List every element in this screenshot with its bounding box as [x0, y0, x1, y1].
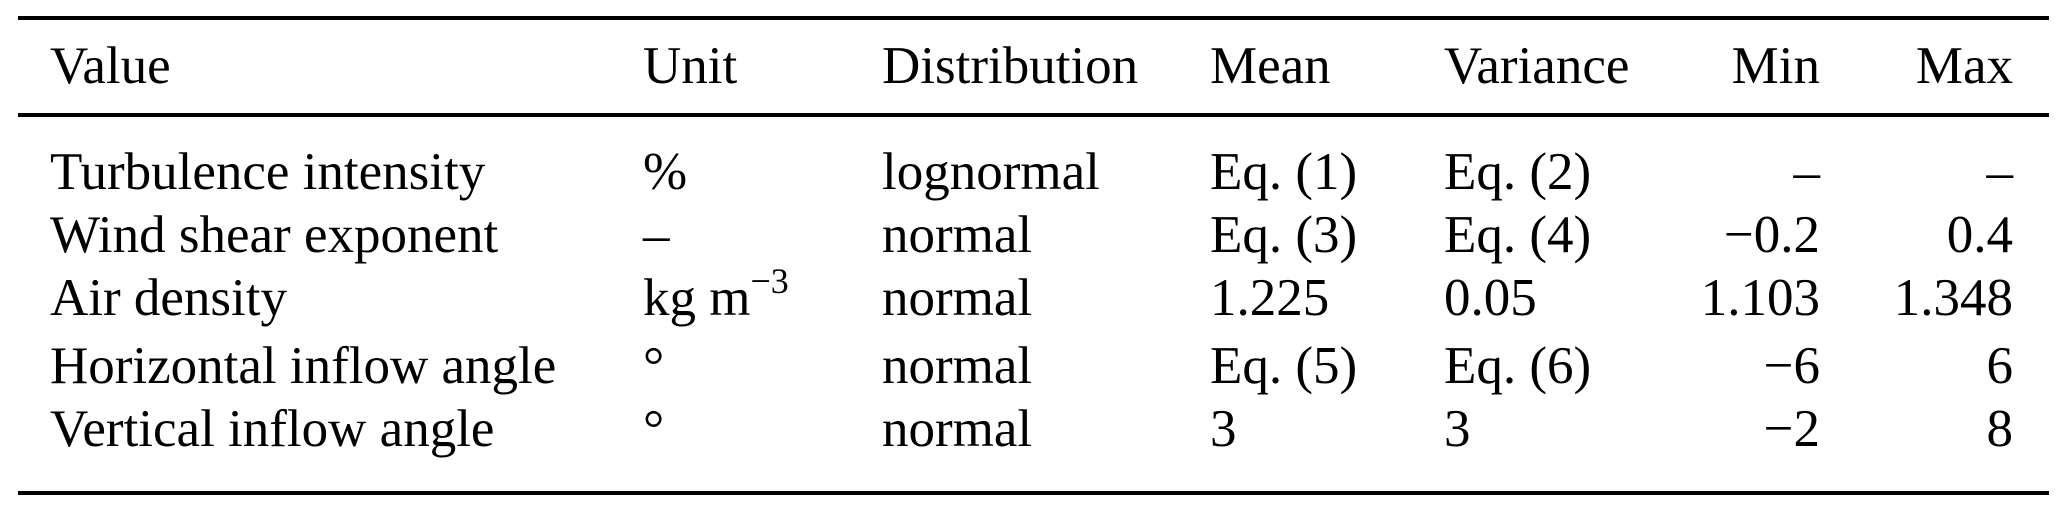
- column-header-variance: Variance: [1444, 18, 1660, 117]
- column-header-mean: Mean: [1210, 18, 1444, 117]
- cell-unit: –: [643, 206, 670, 264]
- cell-min: −2: [1763, 400, 1820, 458]
- cell-variance: Eq. (4): [1444, 206, 1592, 264]
- cell-distribution: normal: [882, 337, 1033, 395]
- unit-superscript: −3: [750, 261, 789, 301]
- cell-mean: Eq. (3): [1210, 206, 1358, 264]
- cell-unit: kg m−3: [643, 261, 882, 335]
- cell-distribution: normal: [882, 269, 1033, 327]
- cell-value: Vertical inflow angle: [50, 400, 495, 458]
- cell-value: Turbulence intensity: [50, 143, 486, 201]
- cell-variance: Eq. (2): [1444, 143, 1592, 201]
- cell-unit: %: [643, 143, 688, 201]
- table-header-row: Value Unit Distribution Mean Variance Mi…: [18, 18, 2049, 117]
- table-row: Vertical inflow angle ° normal 3 3 −2 8: [18, 398, 2049, 493]
- cell-value: Horizontal inflow angle: [50, 337, 557, 395]
- cell-min: 1.103: [1700, 269, 1820, 327]
- cell-variance: Eq. (6): [1444, 337, 1592, 395]
- cell-distribution: normal: [882, 400, 1033, 458]
- cell-variance: 3: [1444, 400, 1471, 458]
- table-row: Air density kg m−3 normal 1.225 0.05 1.1…: [18, 261, 2049, 335]
- cell-min: –: [1793, 143, 1821, 201]
- cell-unit: °: [643, 400, 665, 458]
- column-header-distribution: Distribution: [882, 18, 1210, 117]
- parameters-table: Value Unit Distribution Mean Variance Mi…: [18, 16, 2049, 495]
- cell-mean: Eq. (5): [1210, 337, 1358, 395]
- unit-base: kg m: [643, 269, 751, 327]
- column-header-max: Max: [1820, 18, 2049, 117]
- cell-distribution: normal: [882, 206, 1033, 264]
- table-row: Wind shear exponent – normal Eq. (3) Eq.…: [18, 204, 2049, 267]
- cell-mean: 1.225: [1210, 269, 1330, 327]
- column-header-unit: Unit: [643, 18, 882, 117]
- cell-value: Wind shear exponent: [50, 206, 499, 264]
- cell-max: 0.4: [1946, 206, 2013, 264]
- cell-min: −0.2: [1723, 206, 1820, 264]
- cell-min: −6: [1763, 337, 1820, 395]
- cell-mean: Eq. (1): [1210, 143, 1358, 201]
- cell-max: –: [1986, 143, 2014, 201]
- column-header-value: Value: [18, 18, 643, 117]
- table-row: Turbulence intensity % lognormal Eq. (1)…: [18, 115, 2049, 204]
- cell-value: Air density: [50, 269, 287, 327]
- column-header-min: Min: [1660, 18, 1820, 117]
- cell-distribution: lognormal: [882, 143, 1100, 201]
- cell-max: 1.348: [1893, 269, 2013, 327]
- cell-variance: 0.05: [1444, 269, 1537, 327]
- table-row: Horizontal inflow angle ° normal Eq. (5)…: [18, 335, 2049, 398]
- cell-max: 8: [1986, 400, 2014, 458]
- cell-max: 6: [1986, 337, 2014, 395]
- cell-unit: °: [643, 337, 665, 395]
- cell-mean: 3: [1210, 400, 1237, 458]
